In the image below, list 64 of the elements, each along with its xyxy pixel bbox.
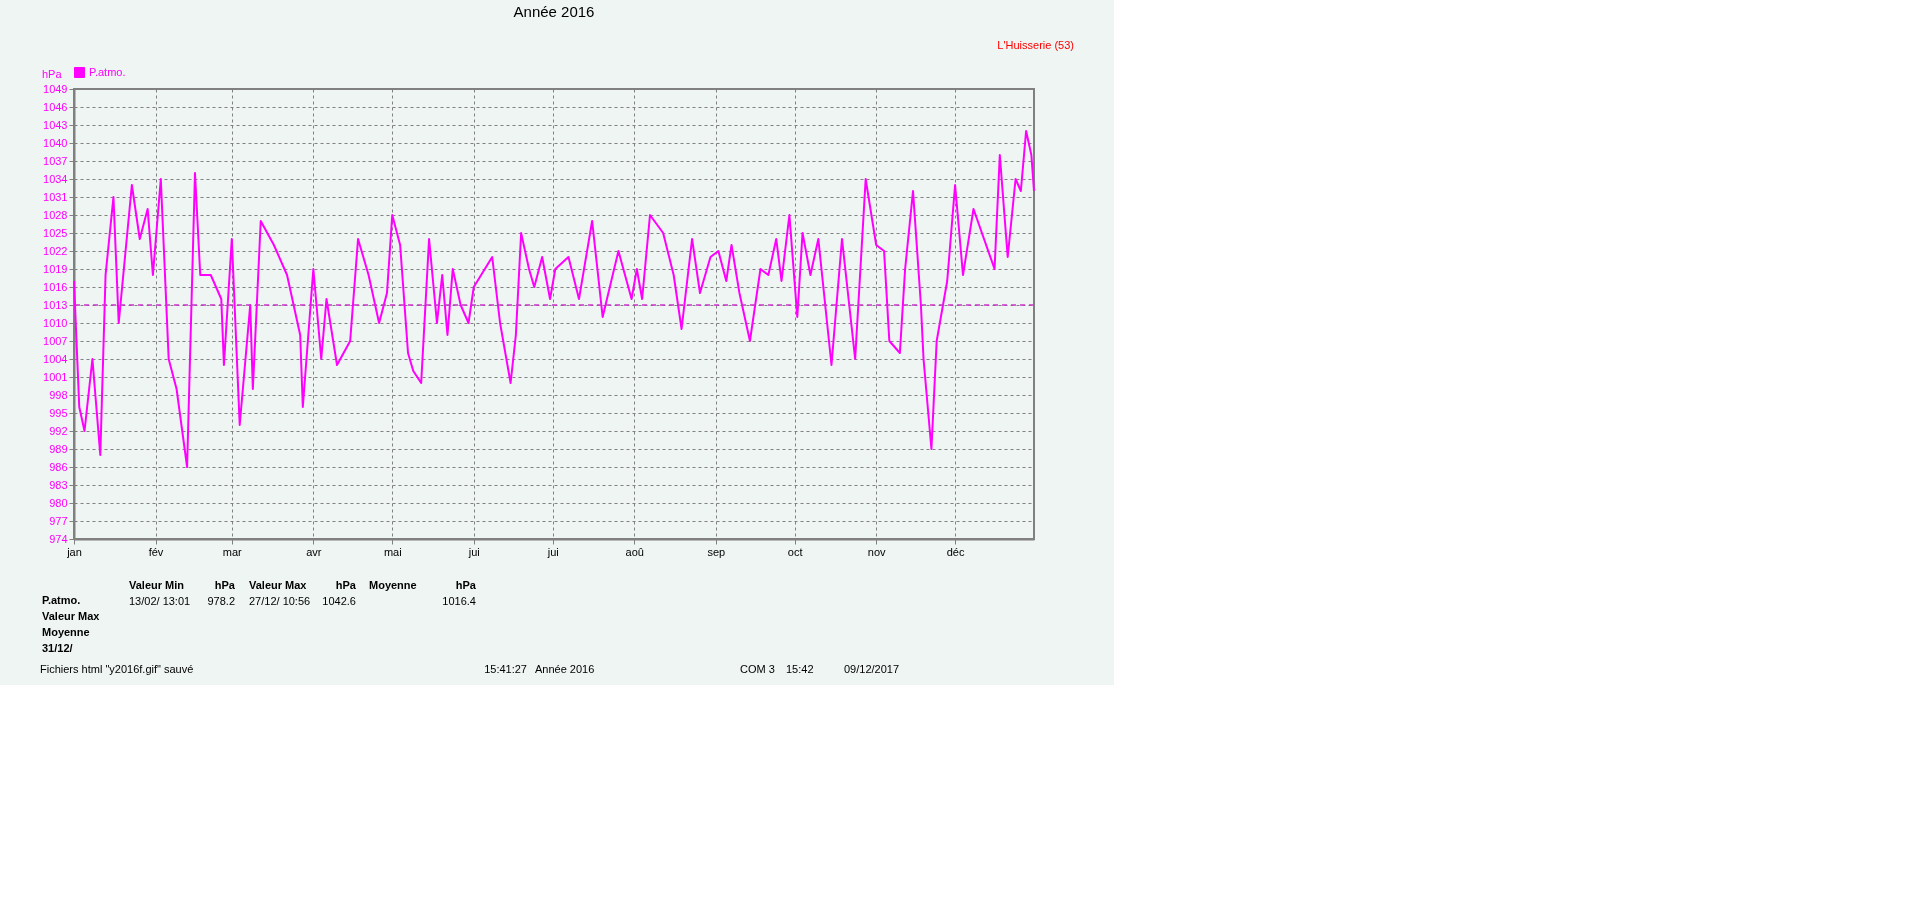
x-tick-label: déc bbox=[946, 545, 965, 558]
y-tick-label: 1034 bbox=[43, 172, 68, 185]
y-tick-label: 1016 bbox=[43, 280, 68, 293]
legend-label: P.atmo. bbox=[89, 65, 126, 78]
text: Valeur Max bbox=[249, 579, 308, 591]
y-tick-label: 1028 bbox=[43, 208, 68, 221]
y-tick-label: 998 bbox=[49, 388, 68, 401]
y-tick-label: 992 bbox=[49, 424, 68, 437]
y-tick-label: 1022 bbox=[43, 244, 68, 257]
x-tick-label: jui bbox=[546, 545, 559, 558]
y-tick-label: 983 bbox=[49, 478, 68, 491]
text: hPa bbox=[214, 579, 236, 591]
text: 13/02/ 13:01 bbox=[129, 595, 191, 607]
y-tick-label: 1007 bbox=[43, 334, 68, 347]
x-tick-label: avr bbox=[306, 545, 322, 558]
x-tick-label: sep bbox=[707, 545, 726, 558]
y-tick-label: 980 bbox=[49, 496, 68, 509]
text: L'Huisserie (53) bbox=[997, 39, 1074, 51]
text: hPa bbox=[335, 579, 357, 591]
text: 31/12/ bbox=[42, 642, 73, 654]
y-tick-label: 1040 bbox=[43, 136, 68, 149]
x-tick-label: jan bbox=[66, 545, 82, 558]
text: 978.2 bbox=[207, 595, 235, 607]
chart-title: Année 2016 bbox=[513, 3, 595, 20]
y-tick-label: 989 bbox=[49, 442, 68, 455]
y-tick-label: 1037 bbox=[43, 154, 68, 167]
y-tick-label: 995 bbox=[49, 406, 68, 419]
text: Fichiers html "y2016f.gif" sauvé bbox=[40, 663, 194, 675]
y-tick-label: 1019 bbox=[43, 262, 68, 275]
y-tick-label: 977 bbox=[49, 514, 68, 527]
x-tick-label: oct bbox=[787, 545, 803, 558]
text: 1016.4 bbox=[442, 595, 476, 607]
y-tick-label: 1004 bbox=[43, 352, 68, 365]
text: 15:41:27 bbox=[484, 663, 527, 675]
text: Valeur Max bbox=[42, 610, 101, 622]
y-tick-label: 1043 bbox=[43, 118, 68, 131]
text: Valeur Min bbox=[129, 579, 185, 591]
text: 09/12/2017 bbox=[844, 663, 900, 675]
text: P.atmo. bbox=[42, 594, 81, 606]
x-tick-label: mar bbox=[222, 545, 243, 558]
text: 27/12/ 10:56 bbox=[249, 595, 311, 607]
y-tick-label: 1010 bbox=[43, 316, 68, 329]
y-tick-label: 1046 bbox=[43, 100, 68, 113]
text: 15:42 bbox=[786, 663, 814, 675]
y-tick-label: 1001 bbox=[43, 370, 68, 383]
text: Moyenne bbox=[42, 626, 90, 638]
line-series bbox=[73, 130, 1035, 468]
text: hPa bbox=[455, 579, 477, 591]
text: 1042.6 bbox=[322, 595, 356, 607]
y-tick-label: 974 bbox=[49, 532, 68, 545]
text: COM 3 bbox=[740, 663, 775, 675]
text: Moyenne bbox=[369, 579, 417, 591]
text: Année 2016 bbox=[535, 663, 595, 675]
y-tick-label: 1013 bbox=[43, 298, 68, 311]
y-tick-label: 1049 bbox=[43, 82, 68, 95]
x-tick-label: fév bbox=[148, 545, 164, 558]
x-tick-label: jui bbox=[467, 545, 480, 558]
y-axis-title: hPa bbox=[42, 68, 63, 80]
x-tick-label: mai bbox=[383, 545, 402, 558]
y-tick-label: 1025 bbox=[43, 226, 68, 239]
x-tick-label: nov bbox=[867, 545, 887, 558]
x-tick-label: aoû bbox=[625, 545, 644, 558]
y-tick-label: 986 bbox=[49, 460, 68, 473]
y-tick-label: 1031 bbox=[43, 190, 68, 203]
